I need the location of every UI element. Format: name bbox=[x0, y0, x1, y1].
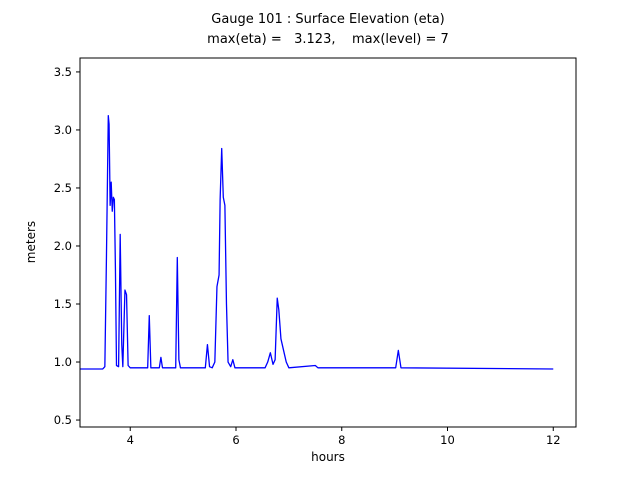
chart-title: Gauge 101 : Surface Elevation (eta) bbox=[211, 12, 445, 27]
x-tick-label: 4 bbox=[127, 433, 134, 447]
y-tick-label: 0.5 bbox=[54, 413, 72, 427]
chart-title-block: Gauge 101 : Surface Elevation (eta) max(… bbox=[80, 10, 576, 50]
x-tick-label: 6 bbox=[232, 433, 239, 447]
y-tick-label: 2.0 bbox=[54, 239, 72, 253]
axes-spines bbox=[79, 57, 577, 428]
x-axis-label: hours bbox=[311, 450, 345, 464]
x-tick-label: 8 bbox=[338, 433, 345, 447]
y-tick-label: 3.0 bbox=[54, 123, 72, 137]
eta-line bbox=[80, 115, 554, 370]
y-tick-label: 3.5 bbox=[54, 65, 72, 79]
chart-subtitle: max(eta) = 3.123, max(level) = 7 bbox=[207, 32, 449, 47]
y-tick-label: 1.5 bbox=[54, 297, 72, 311]
y-axis-label: meters bbox=[24, 220, 38, 264]
x-tick-label: 12 bbox=[546, 433, 561, 447]
y-tick-label: 1.0 bbox=[54, 355, 72, 369]
y-tick-label: 2.5 bbox=[54, 181, 72, 195]
x-tick-label: 10 bbox=[440, 433, 455, 447]
